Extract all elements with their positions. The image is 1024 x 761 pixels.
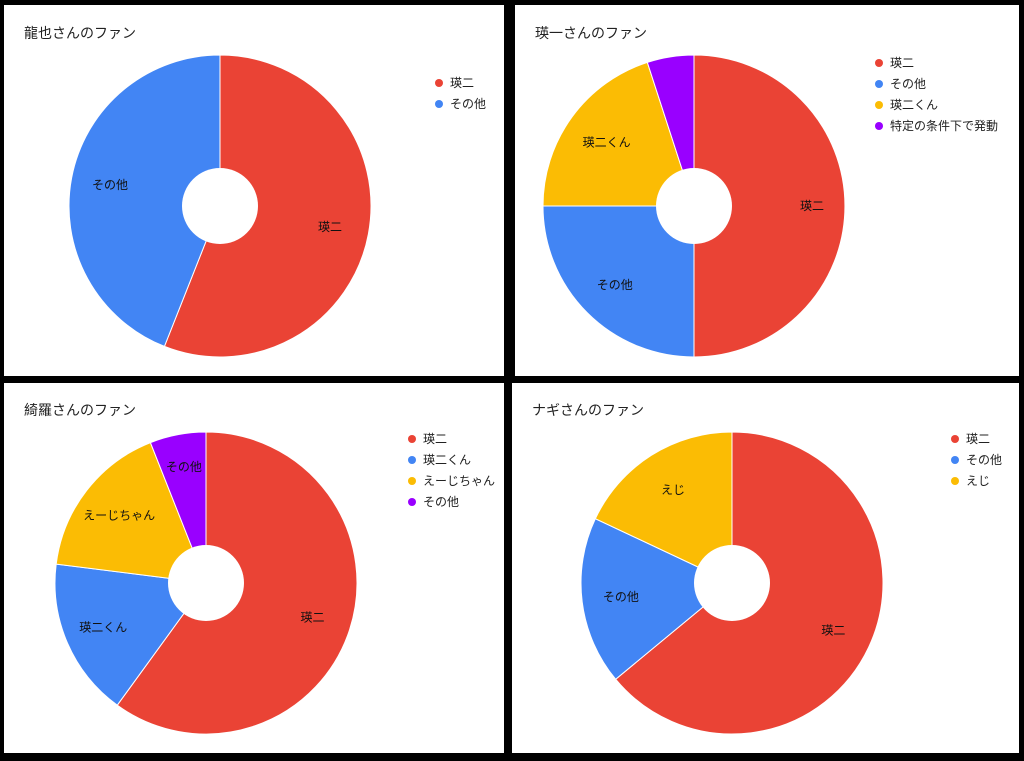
donut-hole [182,168,258,244]
legend-entry-3: 瑛二くん [890,98,938,112]
legend-entry-1: 瑛二 [423,432,447,446]
slice-label-3: えーじちゃん [83,509,155,523]
legend-swatch-1 [435,79,443,87]
pie-slice-3 [594,431,733,584]
legend-entry-3: えーじちゃん [423,474,495,488]
legend-entry-2: その他 [966,453,1002,467]
pie-slice-1 [163,54,372,358]
legend-swatch-1 [875,59,883,67]
slice-label-1: 瑛二 [301,611,325,625]
legend-swatch-4 [408,498,416,506]
legend-entry-1: 瑛二 [966,432,990,446]
chart-title: 龍也さんのファン [24,25,136,42]
chart-title: 瑛一さんのファン [535,26,647,42]
slice-label-1: 瑛二 [800,199,824,213]
slice-label-2: その他 [597,278,633,292]
pie-slice-4 [646,54,695,207]
legend-swatch-1 [408,435,416,443]
chart-title: 綺羅さんのファン [24,403,136,419]
chart-panel-kira: 綺羅さんのファン 瑛二 瑛二くん えーじちゃん その他 瑛二 瑛二くん えーじちゃん その他 [4,383,504,753]
slice-label-3: えじ [661,483,685,497]
pie-slice-3 [542,61,695,207]
legend-swatch-3 [875,101,883,109]
pie-slice-2 [542,205,695,358]
legend-swatch-2 [951,456,959,464]
legend-entry-2: 瑛二くん [423,453,471,467]
legend-entry-4: 特定の条件下で発動 [890,118,998,133]
pie-slice-2 [54,563,207,706]
chart-panel-ryuya: 龍也さんのファン 瑛二 その他 瑛二 その他 [4,5,504,376]
pie-slice-2 [68,54,221,348]
legend-entry-1: 瑛二 [890,56,914,70]
legend-entry-2: その他 [450,97,486,111]
donut-hole [168,545,244,621]
legend-swatch-4 [875,122,883,130]
slice-label-2: その他 [92,178,128,192]
slice-label-3: 瑛二くん [583,136,631,150]
legend-swatch-3 [951,477,959,485]
legend-swatch-2 [875,80,883,88]
donut-hole [656,168,732,244]
pie-slice-4 [149,431,207,584]
slice-label-1: 瑛二 [318,220,342,234]
pie-slice-2 [580,518,733,680]
pie-slice-3 [55,441,207,584]
slice-label-2: その他 [603,590,639,604]
legend-swatch-2 [408,456,416,464]
legend-entry-3: えじ [966,474,990,488]
legend-swatch-3 [408,477,416,485]
slice-label-4: その他 [166,460,202,474]
legend-entry-4: その他 [423,495,459,509]
legend-entry-2: その他 [890,77,926,91]
chart-panel-nagi: ナギさんのファン 瑛二 その他 えじ 瑛二 その他 えじ [512,383,1019,753]
slice-label-2: 瑛二くん [79,620,127,634]
pie-slice-1 [693,54,846,358]
legend-swatch-1 [951,435,959,443]
legend-entry-1: 瑛二 [450,76,474,90]
slice-label-1: 瑛二 [821,624,845,638]
legend-swatch-2 [435,100,443,108]
chart-panel-eiichi: 瑛一さんのファン 瑛二 その他 瑛二くん 瑛二 その他 瑛二くん 特定の条件下で発動 [515,5,1019,376]
chart-title: ナギさんのファン [532,403,644,419]
donut-hole [694,545,770,621]
